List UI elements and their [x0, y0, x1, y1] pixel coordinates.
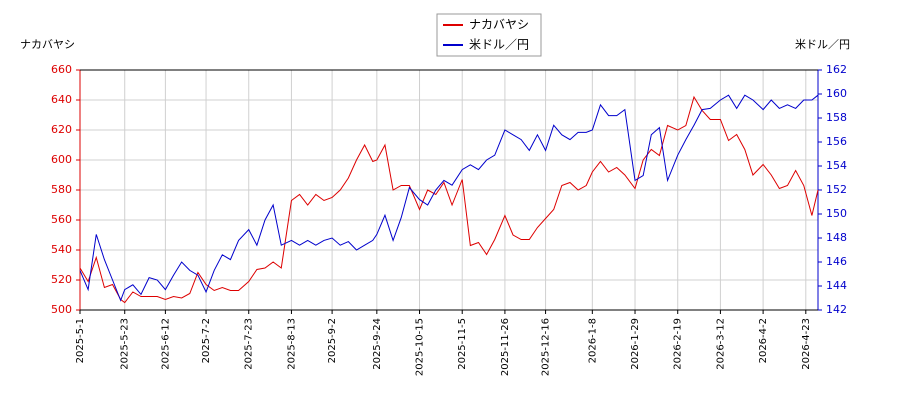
y2-tick-label: 162	[826, 63, 847, 76]
x-tick-label: 2025-11-26	[500, 318, 511, 376]
x-tick-label: 2026-4-23	[801, 318, 812, 370]
y-tick-label: 500	[51, 303, 72, 316]
y2-tick-label: 142	[826, 303, 847, 316]
y-axis-label: ナカバヤシ	[20, 38, 75, 51]
y-tick-label: 540	[51, 243, 72, 256]
x-tick-label: 2025-12-16	[541, 318, 552, 376]
y2-tick-label: 144	[826, 279, 847, 292]
legend-label: ナカバヤシ	[469, 18, 529, 32]
x-tick-label: 2025-11-5	[457, 318, 468, 370]
y2-tick-label: 152	[826, 183, 847, 196]
x-tick-label: 2026-4-2	[758, 318, 769, 363]
x-tick-label: 2026-3-12	[715, 318, 726, 370]
x-tick-label: 2026-2-19	[673, 318, 684, 370]
y2-tick-label: 158	[826, 111, 847, 124]
y2-tick-label: 154	[826, 159, 847, 172]
legend-label: 米ドル／円	[469, 38, 529, 52]
y2-tick-label: 148	[826, 231, 847, 244]
y-tick-label: 520	[51, 273, 72, 286]
x-tick-label: 2025-5-23	[120, 318, 131, 370]
x-tick-label: 2026-1-8	[587, 318, 598, 363]
x-tick-label: 2025-6-12	[160, 318, 171, 370]
x-tick-label: 2025-7-23	[244, 318, 255, 370]
x-tick-label: 2025-8-13	[286, 318, 297, 370]
y2-axis-label: 米ドル／円	[795, 38, 850, 51]
x-tick-label: 2026-1-29	[630, 318, 641, 370]
y2-tick-label: 160	[826, 87, 847, 100]
series-line	[79, 95, 819, 304]
x-tick-label: 2025-5-1	[75, 318, 86, 363]
x-tick-label: 2025-9-24	[372, 318, 383, 370]
y-tick-label: 660	[51, 63, 72, 76]
y-tick-label: 620	[51, 123, 72, 136]
legend-box	[436, 13, 542, 57]
y-tick-label: 560	[51, 213, 72, 226]
y2-tick-label: 146	[826, 255, 847, 268]
x-tick-label: 2025-10-15	[415, 318, 426, 376]
y-tick-label: 640	[51, 93, 72, 106]
series-line	[79, 94, 819, 302]
x-tick-label: 2025-9-2	[327, 318, 338, 363]
y2-tick-label: 150	[826, 207, 847, 220]
y2-tick-label: 156	[826, 135, 847, 148]
y-tick-label: 580	[51, 183, 72, 196]
y-tick-label: 600	[51, 153, 72, 166]
x-tick-label: 2025-7-2	[201, 318, 212, 363]
